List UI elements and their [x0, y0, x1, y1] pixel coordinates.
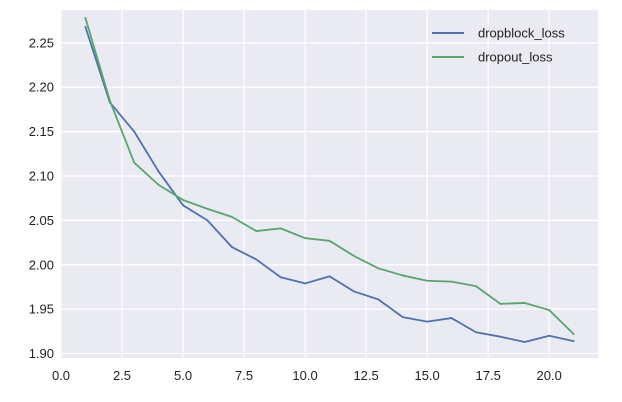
y-tick-label: 2.05 [29, 213, 54, 228]
data-point [328, 275, 331, 278]
y-tick-label: 1.95 [29, 302, 54, 317]
data-point [304, 237, 306, 240]
data-point [523, 302, 526, 304]
x-tick-label: 0.0 [52, 368, 70, 383]
data-point [182, 199, 184, 201]
y-axis-ticks: 1.90 1.95 2.00 2.05 2.10 2.15 2.20 2.25 [29, 35, 54, 361]
x-tick-label: 15.0 [414, 368, 439, 383]
x-tick-label: 12.5 [353, 368, 378, 383]
legend-label: dropblock_loss [478, 26, 565, 41]
data-point [304, 282, 306, 285]
data-point [572, 340, 575, 343]
data-point [377, 298, 380, 301]
data-point [157, 170, 160, 173]
x-tick-label: 5.0 [174, 368, 192, 383]
data-point [279, 276, 282, 279]
y-tick-label: 2.00 [29, 257, 54, 272]
data-point [353, 290, 355, 293]
data-point [157, 183, 160, 186]
legend: dropblock_loss dropout_loss [432, 26, 565, 65]
data-point [255, 230, 258, 232]
data-point [84, 17, 87, 19]
x-tick-label: 2.5 [113, 368, 131, 383]
data-point [450, 317, 453, 319]
y-tick-label: 2.15 [29, 124, 54, 139]
y-tick-label: 1.90 [29, 346, 54, 361]
data-point [499, 302, 502, 305]
data-point [182, 204, 184, 207]
data-point [206, 219, 209, 222]
data-point [133, 161, 136, 164]
series-lines [84, 17, 575, 343]
data-point [450, 280, 453, 283]
y-tick-label: 2.10 [29, 169, 54, 184]
plot-area [61, 10, 598, 358]
data-point [475, 331, 477, 334]
data-point [206, 207, 209, 210]
data-point [255, 258, 258, 261]
data-point [108, 99, 111, 102]
data-point [133, 130, 136, 133]
data-point [230, 215, 233, 218]
data-point [377, 267, 380, 270]
x-tick-label: 10.0 [292, 368, 317, 383]
data-point [426, 279, 429, 282]
data-point [84, 25, 87, 28]
x-axis-ticks: 0.0 2.5 5.0 7.5 10.0 12.5 15.0 17.5 20.0 [52, 368, 562, 383]
grid-lines [60, 10, 598, 358]
data-point [426, 320, 429, 323]
data-point [499, 335, 502, 338]
data-point [279, 227, 282, 230]
x-tick-label: 17.5 [476, 368, 501, 383]
y-tick-label: 2.20 [29, 80, 54, 95]
data-point [548, 334, 551, 337]
y-tick-label: 2.25 [29, 35, 54, 50]
legend-item: dropblock_loss [432, 26, 565, 41]
x-tick-label: 7.5 [235, 368, 253, 383]
x-tick-label: 20.0 [537, 368, 562, 383]
data-point [401, 274, 404, 277]
data-point [230, 246, 233, 248]
data-point [328, 239, 331, 242]
series-dropout-loss [84, 17, 575, 335]
data-point [548, 309, 551, 311]
data-point [572, 333, 575, 335]
data-point [475, 285, 477, 287]
data-point [523, 341, 526, 343]
legend-item: dropout_loss [432, 50, 553, 65]
data-point [401, 316, 404, 319]
data-point [353, 255, 355, 257]
legend-label: dropout_loss [478, 50, 553, 65]
